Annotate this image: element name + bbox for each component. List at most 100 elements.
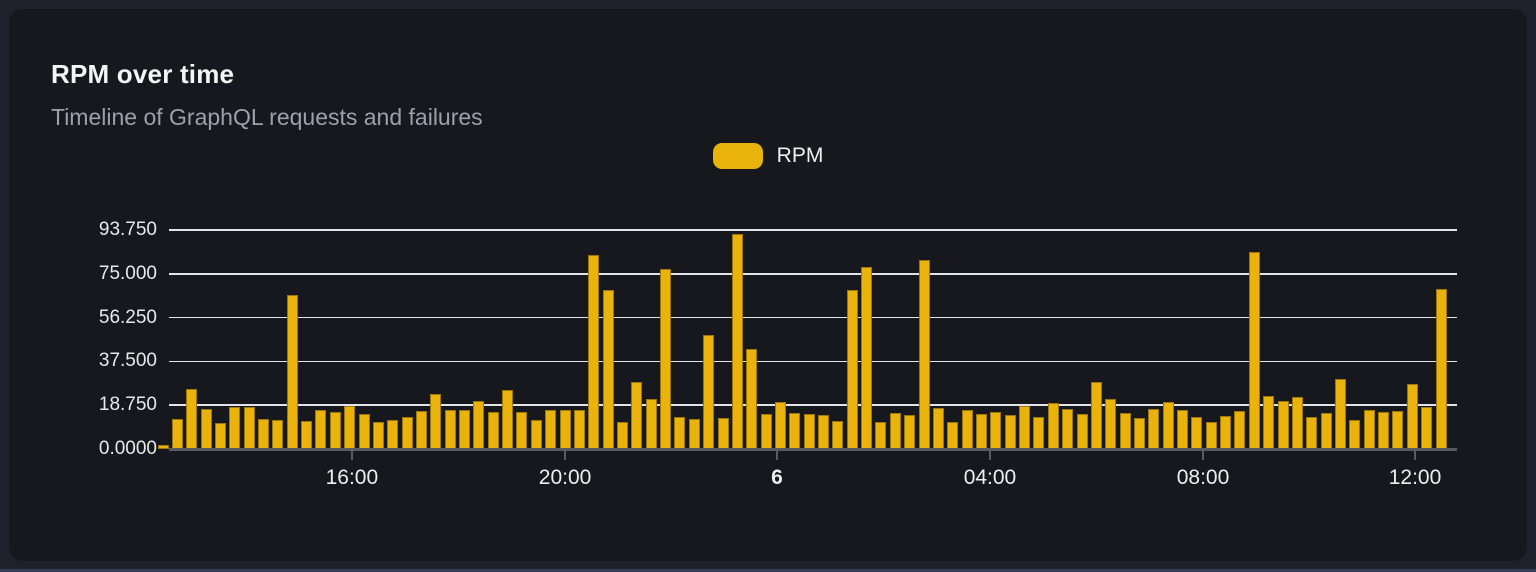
bar[interactable] [200,408,212,449]
bar[interactable] [1248,251,1260,449]
bar[interactable] [430,394,442,449]
bar[interactable] [660,269,672,449]
bar[interactable] [487,411,499,449]
bar[interactable] [602,290,614,449]
bar[interactable] [286,294,298,449]
bar[interactable] [530,419,542,449]
bar[interactable] [975,413,987,449]
bar[interactable] [1105,399,1117,449]
bar[interactable] [1062,408,1074,449]
bar[interactable] [1277,400,1289,449]
bar[interactable] [932,407,944,449]
bar[interactable] [1406,384,1418,449]
bar[interactable] [1033,416,1045,449]
bar[interactable] [631,382,643,449]
bar[interactable] [344,405,356,449]
bar[interactable] [459,410,471,449]
bar[interactable] [1019,405,1031,449]
bar[interactable] [1349,420,1361,449]
bar[interactable] [444,410,456,449]
x-axis-tick-label: 04:00 [963,466,1017,489]
bar[interactable] [573,409,585,449]
bar[interactable] [703,334,715,449]
chart-plot-area: 93.750 75.000 56.250 37.500 18.750 0.0000 16:0… [99,219,1457,489]
bar[interactable] [157,444,169,449]
bar[interactable] [1306,416,1318,449]
bar[interactable] [1004,414,1016,449]
bar[interactable] [186,388,198,449]
bar[interactable] [717,418,729,449]
bar[interactable] [1119,412,1131,449]
bar[interactable] [674,416,686,449]
bar[interactable] [1090,382,1102,449]
bar[interactable] [774,402,786,449]
bar[interactable] [258,418,270,449]
bar[interactable] [372,422,384,449]
bar[interactable] [760,413,772,449]
bar[interactable] [214,422,226,449]
bar[interactable] [401,416,413,449]
bar[interactable] [1220,416,1232,449]
bar[interactable] [1191,417,1203,449]
legend-item-rpm[interactable]: RPM [712,143,823,169]
bar[interactable] [688,418,700,449]
bar[interactable] [861,266,873,449]
gridline [169,404,1457,406]
bar[interactable] [918,259,930,449]
bar[interactable] [1162,401,1174,449]
bar[interactable] [818,414,830,449]
bar[interactable] [1392,411,1404,449]
bar[interactable] [832,420,844,449]
bar[interactable] [387,419,399,449]
bar[interactable] [588,255,600,449]
bar[interactable] [1133,418,1145,449]
bar[interactable] [502,390,514,449]
bar[interactable] [1378,411,1390,449]
bar[interactable] [473,400,485,449]
bar[interactable] [415,411,427,449]
y-axis-tick-label: 18.750 [98,394,157,416]
bar[interactable] [1205,421,1217,449]
bar[interactable] [243,407,255,449]
bar[interactable] [1177,410,1189,449]
bar[interactable] [1047,403,1059,449]
bar[interactable] [171,418,183,449]
bar[interactable] [961,410,973,449]
bar[interactable] [789,412,801,449]
x-axis-tick [350,451,353,460]
bar[interactable] [904,414,916,449]
bar[interactable] [731,234,743,449]
bar[interactable] [1435,289,1447,449]
bar[interactable] [1320,412,1332,449]
legend: RPM [9,141,1527,171]
bar[interactable] [1076,414,1088,449]
bar[interactable] [617,421,628,449]
bar[interactable] [315,409,327,449]
bar[interactable] [803,413,815,449]
bar[interactable] [1263,396,1275,449]
bar[interactable] [229,407,241,449]
bar[interactable] [746,348,758,449]
bar[interactable] [301,421,313,449]
bar[interactable] [1334,378,1346,449]
chart-title: RPM over time [51,59,235,89]
bar[interactable] [358,414,370,449]
bar[interactable] [1234,410,1246,449]
bar[interactable] [1291,396,1303,449]
bar[interactable] [846,290,858,449]
bar[interactable] [329,412,341,449]
bar[interactable] [947,422,959,449]
bar[interactable] [545,410,557,449]
bar[interactable] [559,409,571,449]
bar[interactable] [516,411,528,449]
bar[interactable] [990,411,1002,449]
bar[interactable] [1363,410,1375,449]
bar[interactable] [645,398,657,449]
bar[interactable] [875,422,887,449]
bar[interactable] [272,419,284,449]
bar[interactable] [1148,409,1160,449]
bar[interactable] [889,412,901,449]
bar[interactable] [1421,406,1433,449]
page-bottom-strip [0,569,1536,572]
